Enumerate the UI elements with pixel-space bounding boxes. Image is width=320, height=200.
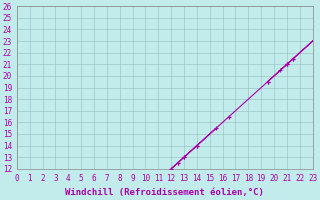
X-axis label: Windchill (Refroidissement éolien,°C): Windchill (Refroidissement éolien,°C) bbox=[65, 188, 264, 197]
